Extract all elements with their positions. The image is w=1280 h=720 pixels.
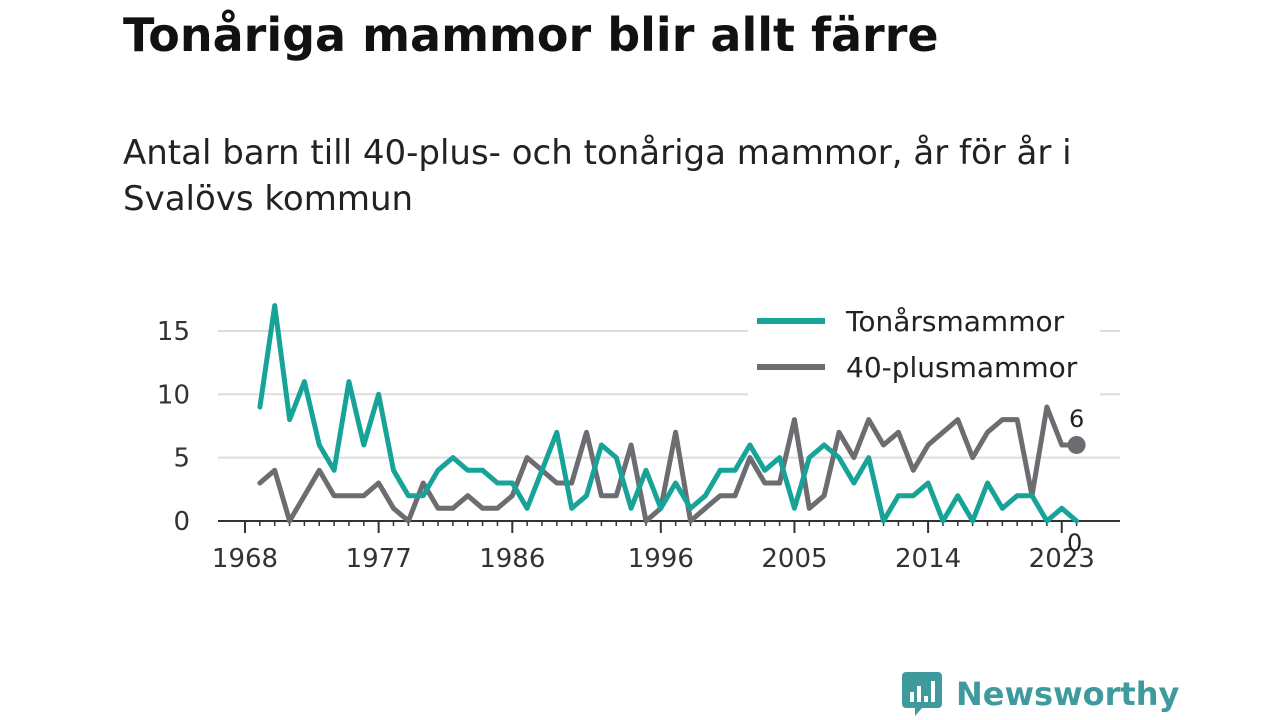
y-tick-label: 5 (173, 444, 190, 474)
label-layer: 60 (1067, 405, 1084, 557)
series-line-tonarsmammor (257, 303, 1080, 524)
end-point-40-plusmammor (1067, 435, 1086, 454)
end-value-40-plusmammor: 6 (1069, 405, 1084, 433)
legend: Tonårsmammor 40-plusmammor (748, 296, 1100, 396)
legend-label: 40-plusmammor (846, 351, 1078, 384)
end-value-tonarsmammor: 0 (1067, 529, 1082, 557)
legend-label: Tonårsmammor (845, 305, 1065, 338)
x-tick-label: 2014 (895, 544, 961, 574)
series-layer (257, 303, 1086, 524)
chart-subtitle: Antal barn till 40-plus- och tonåriga ma… (123, 133, 1072, 219)
x-tick-label: 1986 (479, 544, 545, 574)
x-tick-label: 1968 (212, 544, 278, 574)
y-tick-label: 15 (157, 317, 190, 347)
brand-name: Newsworthy (956, 675, 1180, 713)
series-line-40-plusmammor (257, 404, 1080, 524)
x-tick-label: 1977 (346, 544, 412, 574)
newsworthy-logo: Newsworthy (902, 672, 1179, 716)
legend-box (748, 296, 1100, 396)
newsworthy-logo-icon (902, 672, 942, 716)
chart-title: Tonåriga mammor blir allt färre (123, 8, 939, 62)
x-tick-label: 2005 (761, 544, 827, 574)
y-tick-label: 10 (157, 380, 190, 410)
axis-layer: 0 5 10 15 1968 1977 1986 1996 2005 2014 2023 (157, 317, 1120, 574)
x-tick-label: 1996 (628, 544, 694, 574)
y-tick-label: 0 (173, 507, 190, 537)
x-tick-label: 2023 (1029, 544, 1095, 574)
